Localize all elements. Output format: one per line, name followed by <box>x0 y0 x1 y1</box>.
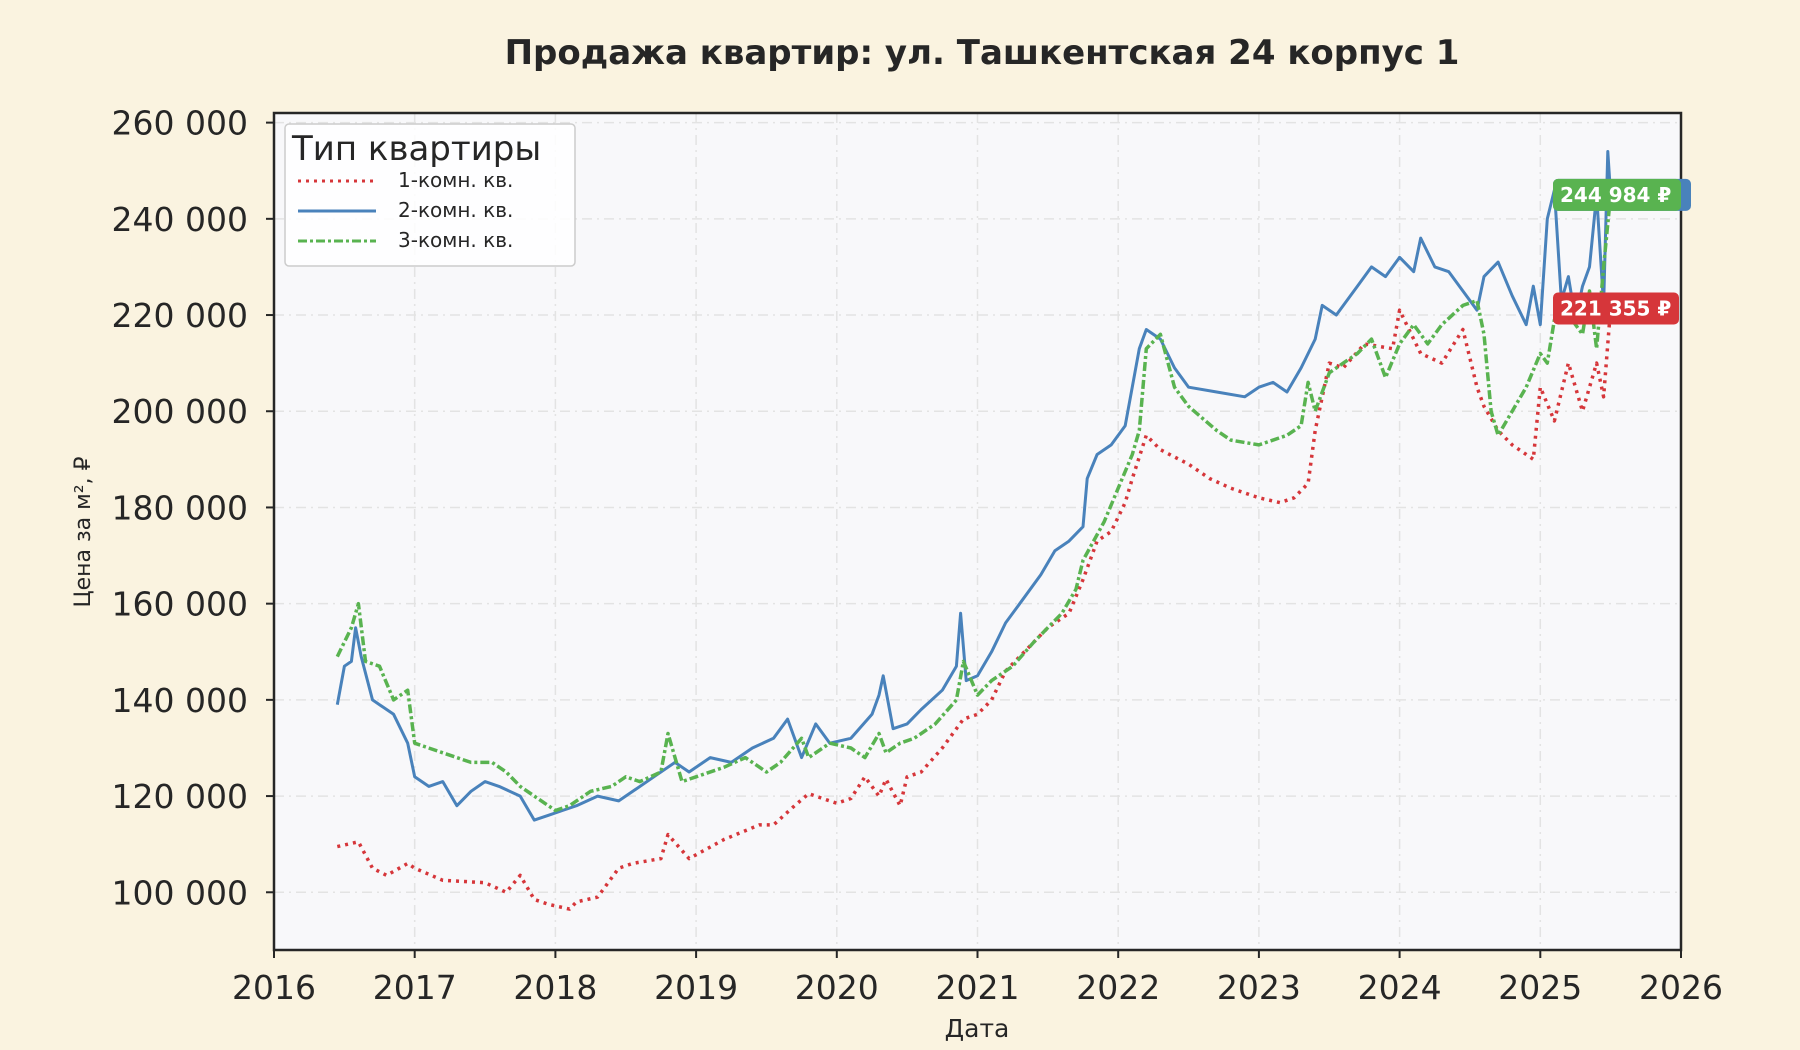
legend-label: 2-комн. кв. <box>398 198 513 222</box>
y-tick-label: 260 000 <box>112 104 248 143</box>
y-tick-label: 160 000 <box>112 585 248 624</box>
x-tick-label: 2021 <box>936 968 1020 1007</box>
x-tick-label: 2018 <box>513 968 597 1007</box>
series-line-2 <box>335 150 1613 822</box>
legend: Тип квартиры 1-комн. кв. 2-комн. кв. 3-ком… <box>284 123 576 267</box>
legend-label: 1-комн. кв. <box>398 168 513 192</box>
x-tick-label: 2024 <box>1358 968 1442 1007</box>
x-tick-label: 2016 <box>232 968 316 1007</box>
badge-text: 244 984 ₽ <box>1560 183 1671 207</box>
x-tick-label: 2017 <box>373 968 457 1007</box>
x-tick-label: 2023 <box>1217 968 1301 1007</box>
chart-title: Продажа квартир: ул. Ташкентская 24 корп… <box>505 33 1460 73</box>
y-tick-label: 100 000 <box>112 873 248 912</box>
y-axis-title: Цена за м², ₽ <box>71 456 96 607</box>
x-tick-label: 2026 <box>1639 968 1723 1007</box>
y-tick-label: 180 000 <box>112 488 248 527</box>
y-tick-label: 220 000 <box>112 296 248 335</box>
legend-items: 1-комн. кв. 2-комн. кв. 3-комн. кв. <box>298 168 513 252</box>
x-tick-label: 2022 <box>1076 968 1160 1007</box>
axis-ticks: 2016 2017 2018 2019 2020 2021 2022 2023 2024 2025… <box>112 104 1723 1007</box>
last-value-labels: 244 984 ₽244 984 ₽221 355 ₽ <box>1553 178 1691 325</box>
y-tick-label: 120 000 <box>112 777 248 816</box>
y-tick-label: 140 000 <box>112 681 248 720</box>
x-tick-label: 2025 <box>1498 968 1582 1007</box>
y-tick-label: 200 000 <box>112 392 248 431</box>
badge-background <box>1553 178 1681 211</box>
last-value-badge: 244 984 ₽ <box>1553 178 1681 211</box>
legend-box <box>284 123 576 267</box>
grid <box>274 113 1681 950</box>
legend-title: Тип квартиры <box>291 129 541 169</box>
x-tick-label: 2019 <box>654 968 738 1007</box>
x-tick-label: 2020 <box>795 968 879 1007</box>
y-tick-label: 240 000 <box>112 200 248 239</box>
legend-label: 3-комн. кв. <box>398 228 513 252</box>
series-lines <box>335 150 1613 911</box>
badge-background <box>1553 292 1679 325</box>
last-value-badge: 221 355 ₽ <box>1553 292 1679 325</box>
x-axis-title: Дата <box>945 1014 1010 1043</box>
badge-text: 221 355 ₽ <box>1560 297 1671 321</box>
